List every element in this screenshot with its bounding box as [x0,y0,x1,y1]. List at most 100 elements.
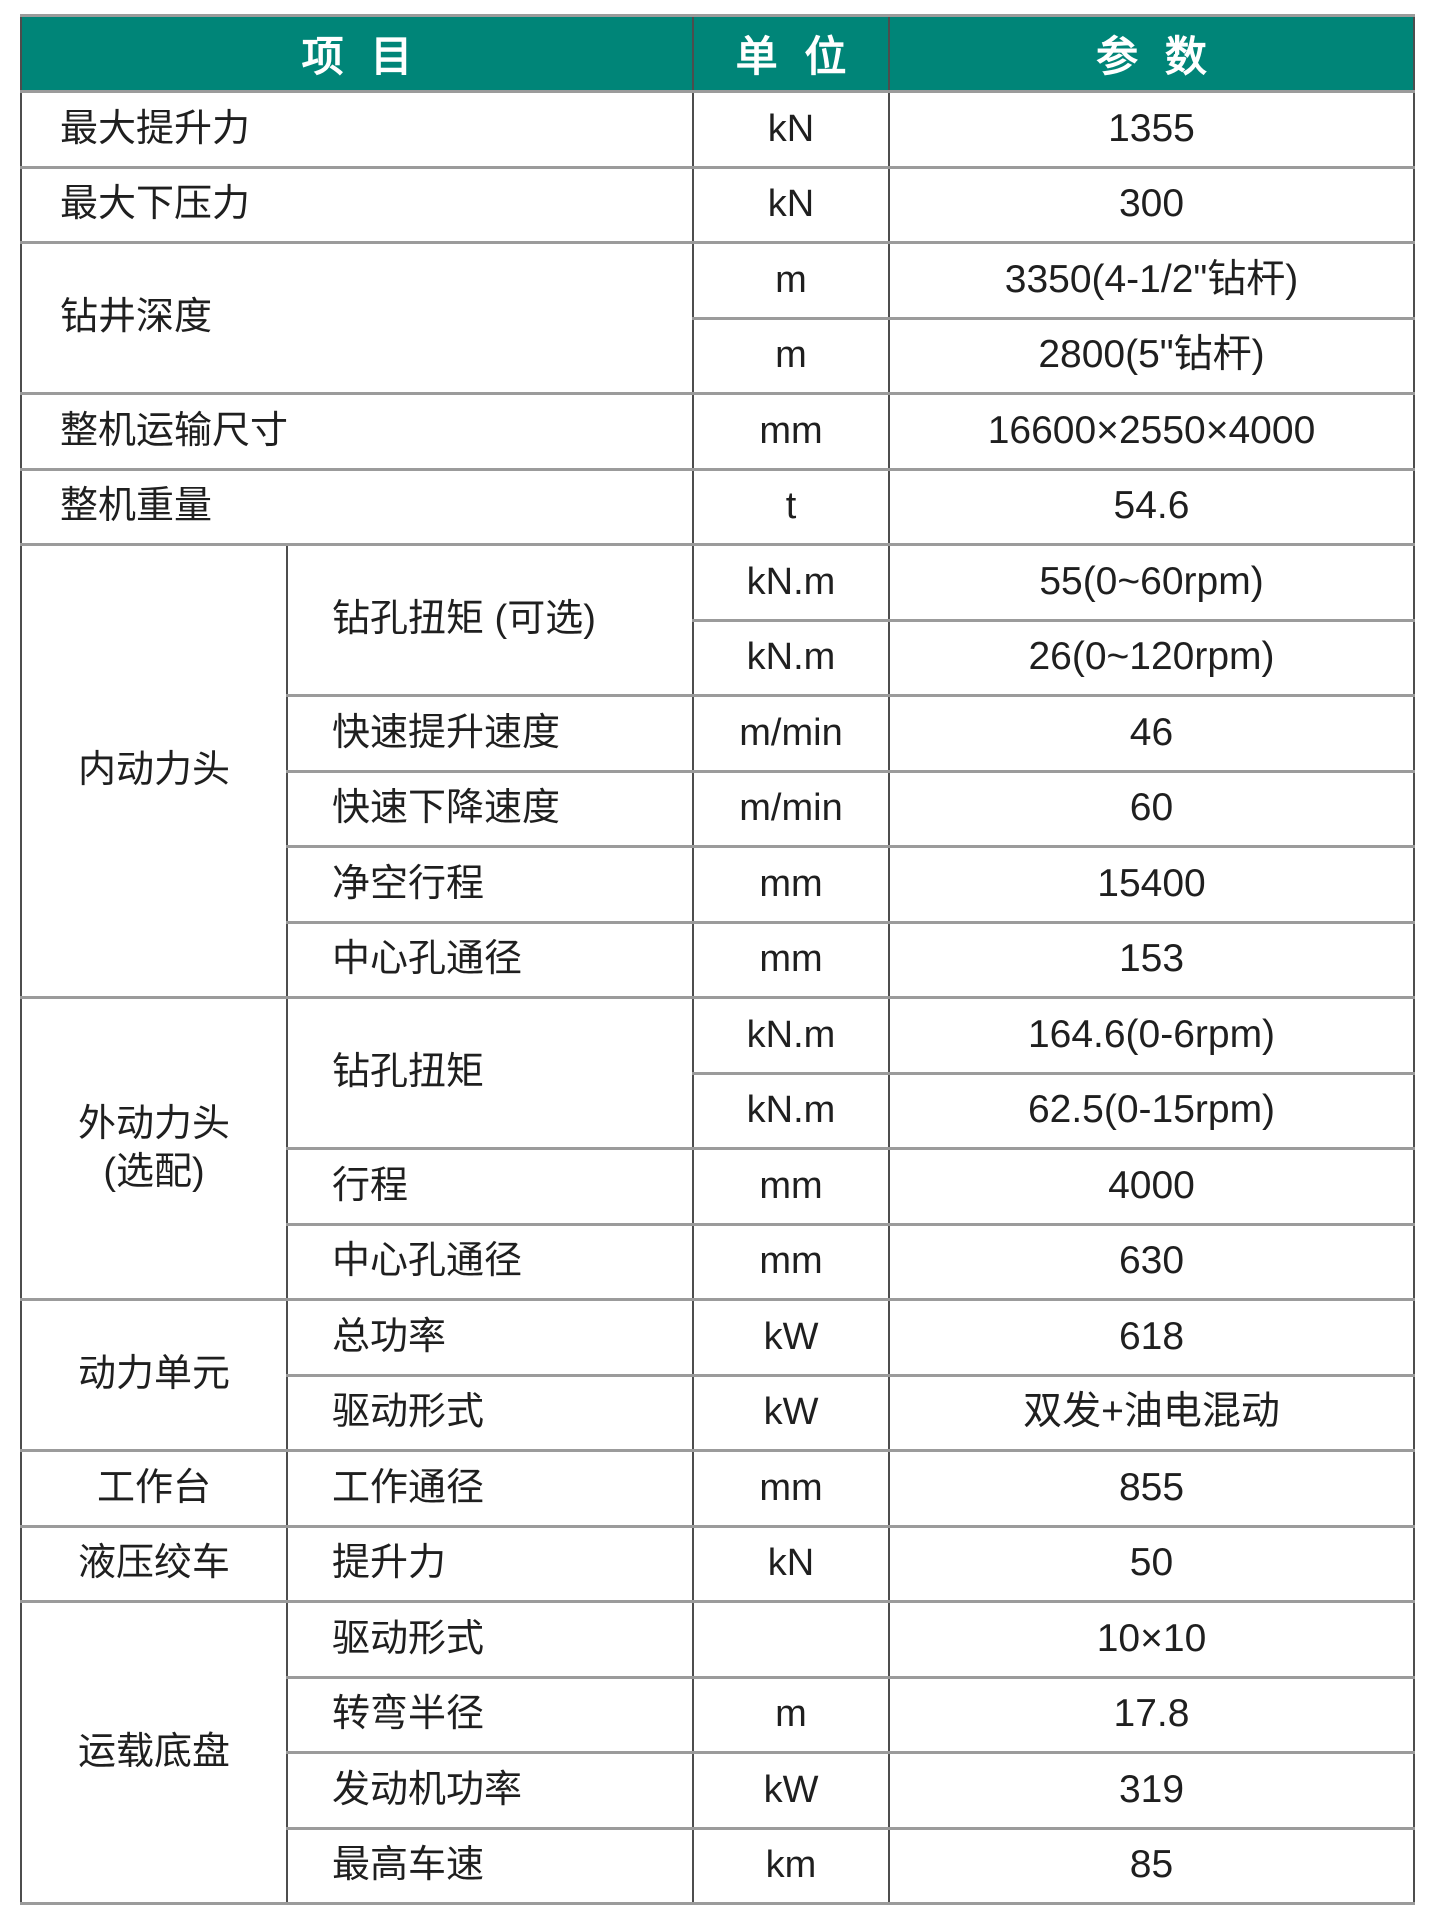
value-cell: 15400 [888,845,1415,924]
sub-item-label-cell: 提升力 [286,1524,694,1603]
sub-item-label-cell: 中心孔通径 [286,920,694,999]
unit-cell: kW [692,1298,890,1377]
unit-cell: kW [692,1373,890,1452]
value-cell: 300 [888,165,1415,244]
spec-table-header: 项 目 单 位 参 数 [20,14,1415,93]
table-row: m 2800(5"钻杆) [21,316,1415,395]
unit-cell: mm [692,845,890,924]
unit-cell: m [692,241,890,320]
group-label-cell: 液压绞车 [20,1524,288,1603]
sub-item-label-cell: 驱动形式 [286,1373,694,1452]
value-cell: 153 [888,920,1415,999]
table-row: 整机重量 t 54.6 [20,467,1415,546]
unit-cell: kN [692,165,890,244]
value-cell: 62.5(0-15rpm) [888,1071,1415,1150]
sub-item-label-cell: 快速提升速度 [286,694,694,773]
group-label-cell: 运载底盘 [20,1600,288,1905]
sub-item-label-cell: 快速下降速度 [286,769,694,848]
value-cell: 17.8 [888,1675,1415,1754]
value-cell: 1355 [888,90,1415,169]
unit-cell [692,1600,890,1679]
unit-cell: kN.m [692,996,890,1075]
unit-cell: m/min [692,769,890,848]
table-row: kN.m 62.5(0-15rpm) [21,1071,1415,1150]
value-cell: 46 [888,694,1415,773]
value-cell: 319 [888,1751,1415,1830]
table-row: 内动力头 钻孔扭矩 (可选) kN.m 55(0~60rpm) [20,543,1415,999]
unit-cell: mm [692,1222,890,1301]
unit-cell: m [692,316,890,395]
sub-item-label-cell: 钻孔扭矩 [286,996,694,1150]
value-cell: 16600×2550×4000 [888,392,1415,471]
unit-cell: kN [692,1524,890,1603]
table-row: 动力单元 总功率 kW 618 [20,1298,1415,1452]
sub-item-label-cell: 转弯半径 [286,1675,694,1754]
header-cell-unit: 单 位 [692,14,890,93]
sub-item-label-cell: 最高车速 [286,1826,694,1905]
group-label-cell: 内动力头 [20,543,288,999]
sub-item-label-cell: 发动机功率 [286,1751,694,1830]
table-row: 最高车速 km 85 [21,1826,1415,1905]
table-row: 外动力头 (选配) 钻孔扭矩 kN.m 164.6(0-6rpm) [20,996,1415,1301]
header-cell-item: 项 目 [20,14,694,93]
value-cell: 50 [888,1524,1415,1603]
table-row: 钻井深度 m 3350(4-1/2"钻杆) [20,241,1415,395]
unit-cell: kN.m [692,543,890,622]
unit-cell: kN.m [692,1071,890,1150]
value-cell: 3350(4-1/2"钻杆) [888,241,1415,320]
unit-cell: t [692,467,890,546]
unit-cell: mm [692,392,890,471]
table-row: 驱动形式 kW 双发+油电混动 [21,1373,1415,1452]
table-row: 净空行程 mm 15400 [21,845,1415,924]
table-row: 液压绞车 提升力 kN 50 [20,1524,1415,1603]
value-cell: 54.6 [888,467,1415,546]
table-row: 工作台 工作通径 mm 855 [20,1449,1415,1528]
table-row: 运载底盘 驱动形式 10×10 [20,1600,1415,1905]
table-row: 整机运输尺寸 mm 16600×2550×4000 [20,392,1415,471]
item-label-cell: 最大提升力 [20,90,694,169]
table-row: 最大提升力 kN 1355 [20,90,1415,169]
table-row: 最大下压力 kN 300 [20,165,1415,244]
value-cell: 双发+油电混动 [888,1373,1415,1452]
group-label-cell: 工作台 [20,1449,288,1528]
table-row: 快速下降速度 m/min 60 [21,769,1415,848]
sub-item-label-cell: 总功率 [286,1298,694,1377]
sub-item-label-cell: 净空行程 [286,845,694,924]
header-row: 项 目 单 位 参 数 [20,14,1415,93]
table-row: 中心孔通径 mm 153 [21,920,1415,999]
sub-item-label-cell: 中心孔通径 [286,1222,694,1301]
unit-cell: kN [692,90,890,169]
table-row: 快速提升速度 m/min 46 [21,694,1415,773]
unit-cell: m/min [692,694,890,773]
item-label-cell: 整机运输尺寸 [20,392,694,471]
sub-item-label-cell: 工作通径 [286,1449,694,1528]
group-label-cell: 动力单元 [20,1298,288,1452]
value-cell: 85 [888,1826,1415,1905]
unit-cell: mm [692,920,890,999]
unit-cell: kW [692,1751,890,1830]
table-row: 中心孔通径 mm 630 [21,1222,1415,1301]
item-label-cell: 钻井深度 [20,241,694,395]
unit-cell: km [692,1826,890,1905]
sub-item-label-cell: 驱动形式 [286,1600,694,1679]
sub-item-label-cell: 钻孔扭矩 (可选) [286,543,694,697]
value-cell: 164.6(0-6rpm) [888,996,1415,1075]
value-cell: 630 [888,1222,1415,1301]
group-label-cell: 外动力头 (选配) [20,996,288,1301]
value-cell: 60 [888,769,1415,848]
unit-cell: mm [692,1147,890,1226]
value-cell: 10×10 [888,1600,1415,1679]
value-cell: 55(0~60rpm) [888,543,1415,622]
unit-cell: mm [692,1449,890,1528]
value-cell: 855 [888,1449,1415,1528]
sub-item-label-cell: 行程 [286,1147,694,1226]
item-label-cell: 整机重量 [20,467,694,546]
value-cell: 618 [888,1298,1415,1377]
table-row: 转弯半径 m 17.8 [21,1675,1415,1754]
table-row: 行程 mm 4000 [21,1147,1415,1226]
value-cell: 2800(5"钻杆) [888,316,1415,395]
item-label-cell: 最大下压力 [20,165,694,244]
header-cell-parameter: 参 数 [888,14,1415,93]
table-row: 发动机功率 kW 319 [21,1751,1415,1830]
